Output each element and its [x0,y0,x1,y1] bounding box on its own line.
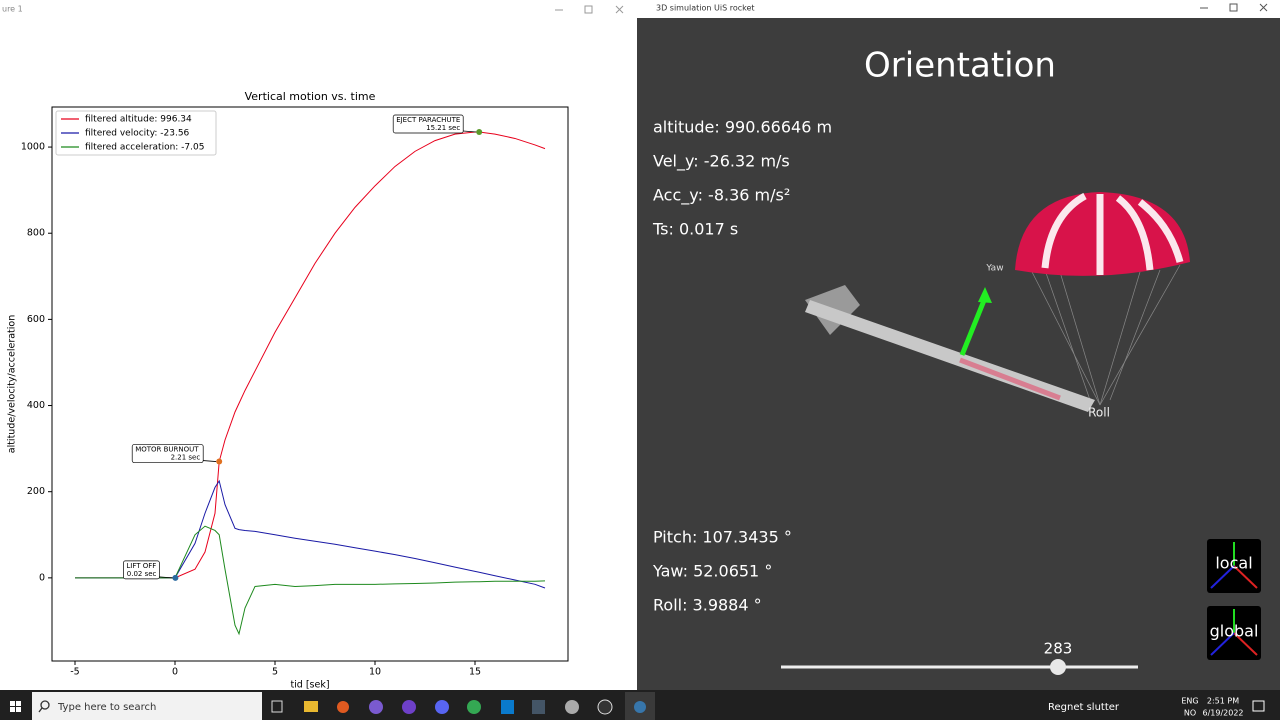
legend-label: filtered velocity: -23.56 [85,129,190,139]
legend-label: filtered acceleration: -7.05 [85,143,204,153]
clock-date: 6/19/2022 [1202,709,1243,718]
annotation-sublabel: 15.21 sec [426,124,460,132]
app-icon[interactable] [501,700,514,714]
annotation-box [392,114,464,134]
info-line: Acc_y: -8.36 m/s² [653,186,790,206]
maximize[interactable] [584,5,593,14]
y-tick-label: 200 [27,486,45,497]
search-text: Type here to search [57,702,156,713]
chart-title: Vertical motion vs. time [245,90,376,103]
annotation-label: EJECT PARACHUTE [396,116,460,124]
app-icon[interactable] [402,700,416,714]
sim-title: 3D simulation UiS rocket [656,4,755,13]
series-line [75,479,546,589]
angle-line: Roll: 3.9884 ° [653,596,762,615]
y-tick-label: 1000 [21,142,45,153]
maximize[interactable] [1229,3,1238,12]
info-line: Vel_y: -26.32 m/s [653,152,790,172]
yaw-axis [959,297,988,356]
annotation-point [172,574,179,581]
button-label: global [1210,622,1259,641]
local-button[interactable]: local [1207,539,1261,593]
annotation-arrow [203,460,217,462]
start-button[interactable] [10,701,21,712]
app-icon[interactable] [369,700,383,714]
angle-line: Yaw: 52.0651 ° [652,562,772,581]
annotation-point [216,458,223,465]
app-icon[interactable] [467,700,481,714]
x-tick-label: 15 [469,667,481,678]
y-axis-label: altitude/velocity/acceleration [7,315,18,454]
annotation-arrow [463,130,477,133]
annotation-label: MOTOR BURNOUT [135,446,199,454]
app-icon[interactable] [435,700,449,714]
app-icon[interactable] [634,701,646,713]
x-tick-label: 5 [272,667,278,678]
notifications[interactable] [1252,700,1265,712]
axis-label: Yaw [985,264,1003,274]
info-panel: altitude: 990.66646 m Vel_y: -26.32 m/s … [652,118,832,615]
sim-window [637,0,1280,690]
sim-window-controls [1200,3,1268,12]
y-tick-label: 600 [27,314,45,325]
app-icon[interactable] [304,701,318,712]
app-icon[interactable] [597,699,613,715]
angle-line: Pitch: 107.3435 ° [653,528,792,547]
language: ENG [1181,697,1198,706]
annotation-point [476,128,483,135]
annotation-arrow [159,576,173,579]
scene: Yaw Roll [805,192,1190,420]
task-view[interactable] [271,700,283,713]
legend-box [55,110,217,156]
close[interactable] [1259,3,1268,12]
global-button[interactable]: global [1207,606,1261,660]
x-tick-label: -5 [70,667,79,678]
y-tick-label: 800 [27,228,45,239]
legend-label: filtered altitude: 996.34 [85,115,192,125]
plot: -5 0 5 10 15 0 200 400 600 800 1000 filtered altitu… [21,110,546,678]
x-tick-label: 10 [369,667,381,678]
plot-frame [51,106,569,662]
app-icon[interactable] [532,700,545,714]
app-icon[interactable] [337,701,349,713]
parachute-lines [1029,264,1181,406]
window-title: ure 1 [2,5,23,14]
sim-titlebar [637,0,1280,18]
info-line: altitude: 990.66646 m [653,118,832,137]
window-controls [555,5,624,14]
region: NO [1184,709,1196,718]
app-icon[interactable] [565,700,579,714]
weather: Regnet slutter [1048,702,1120,713]
x-axis-label: tid [sek] [290,680,329,691]
annotation-sublabel: 0.02 sec [127,570,157,578]
annotation-label: LIFT OFF [126,562,156,570]
annotation-sublabel: 2.21 sec [171,454,201,462]
y-tick-label: 400 [27,400,45,411]
button-label: local [1215,554,1252,573]
heading: Orientation [864,46,1056,86]
axis-label: Roll [1088,406,1110,420]
y-tick-label: 0 [39,572,45,583]
close[interactable] [615,5,624,14]
series-line [75,525,546,636]
slider-knob[interactable] [1050,659,1066,675]
slider-value: 283 [1044,640,1073,658]
clock-time: 2:51 PM [1207,697,1239,706]
search-box[interactable] [32,692,262,720]
x-tick-label: 0 [172,667,178,678]
taskbar-icons [271,692,655,720]
annotation-box [131,444,204,463]
info-line: Ts: 0.017 s [652,220,738,239]
annotation-box [123,560,160,580]
